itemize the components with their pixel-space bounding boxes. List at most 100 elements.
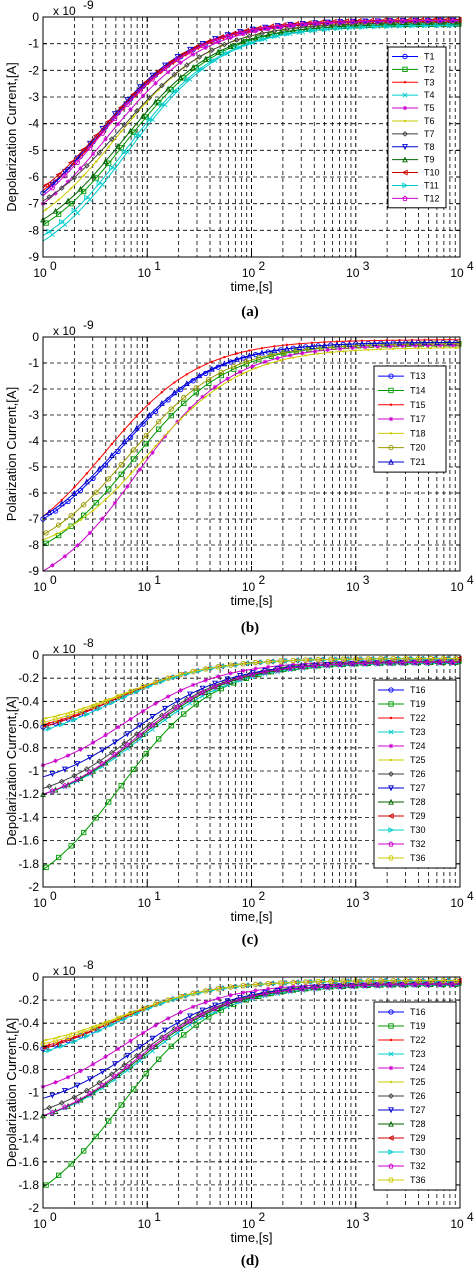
data-point-T24 bbox=[140, 708, 146, 714]
data-point-T24 bbox=[203, 678, 208, 683]
legend-label: T21 bbox=[410, 457, 426, 467]
data-point-T32 bbox=[412, 981, 418, 988]
data-point-T7 bbox=[146, 94, 153, 101]
data-point-T20 bbox=[443, 341, 450, 347]
data-point-T18 bbox=[129, 472, 132, 476]
data-point-T7 bbox=[121, 122, 128, 128]
y-tick-label: -2 bbox=[28, 382, 39, 396]
data-point-T30 bbox=[146, 683, 153, 690]
x-tick-mantissa: 10 bbox=[33, 580, 47, 594]
data-point-T5 bbox=[265, 26, 271, 32]
data-point-T17 bbox=[450, 343, 455, 348]
legend-marker bbox=[388, 416, 394, 422]
x-tick-exponent: 2 bbox=[259, 573, 266, 587]
data-point-T5 bbox=[378, 19, 383, 24]
data-point-T32 bbox=[274, 667, 281, 673]
legend-label: T26 bbox=[410, 769, 426, 779]
data-point-T27 bbox=[187, 1013, 193, 1020]
data-point-T36 bbox=[315, 979, 321, 985]
data-point-T18 bbox=[166, 431, 170, 434]
data-point-T24 bbox=[153, 1023, 158, 1028]
data-point-T17 bbox=[162, 434, 168, 439]
y-multiplier: x 10 -8 bbox=[53, 958, 94, 978]
data-point-T29 bbox=[55, 719, 62, 726]
data-point-T20 bbox=[418, 341, 425, 347]
data-point-T5 bbox=[341, 20, 346, 25]
data-point-T27 bbox=[137, 722, 143, 729]
x-axis-label: time,[s] bbox=[231, 279, 273, 294]
data-point-T21 bbox=[309, 342, 315, 349]
data-point-T11 bbox=[321, 26, 328, 33]
data-point-T29 bbox=[455, 655, 462, 662]
data-point-T11 bbox=[59, 218, 65, 225]
data-point-T27 bbox=[237, 994, 243, 1001]
data-point-T27 bbox=[149, 1035, 156, 1042]
data-point-T18 bbox=[392, 347, 395, 351]
x-tick-label: 10 3 bbox=[346, 573, 370, 594]
legend-label: T22 bbox=[410, 1035, 426, 1045]
data-point-T11 bbox=[184, 76, 191, 83]
data-point-T11 bbox=[271, 33, 278, 40]
data-point-T32 bbox=[287, 665, 293, 671]
data-point-T9 bbox=[415, 21, 422, 27]
data-point-T9 bbox=[427, 20, 434, 27]
legend-marker bbox=[388, 1065, 394, 1071]
legend-marker bbox=[388, 827, 395, 833]
data-point-T7 bbox=[58, 185, 65, 191]
data-point-T17 bbox=[362, 345, 368, 350]
data-point-T27 bbox=[99, 747, 106, 754]
data-point-T27 bbox=[86, 754, 93, 761]
y-tick-label: -1.6 bbox=[18, 1155, 39, 1169]
data-point-T24 bbox=[265, 664, 271, 670]
data-point-T30 bbox=[134, 1010, 141, 1017]
data-point-T21 bbox=[421, 339, 428, 346]
data-point-T32 bbox=[74, 776, 81, 782]
legend-marker bbox=[389, 716, 393, 720]
data-point-T5 bbox=[253, 29, 258, 34]
data-point-T18 bbox=[254, 366, 257, 370]
data-point-T19 bbox=[118, 783, 124, 789]
data-point-T18 bbox=[304, 354, 307, 357]
data-point-T32 bbox=[374, 660, 381, 666]
data-point-T36 bbox=[90, 703, 96, 710]
data-point-T21 bbox=[409, 339, 415, 346]
data-point-T36 bbox=[277, 980, 284, 986]
data-point-T15 bbox=[160, 391, 164, 394]
data-point-T32 bbox=[87, 1090, 93, 1097]
data-point-T20 bbox=[431, 341, 437, 347]
y-multiplier: x 10 -8 bbox=[53, 636, 94, 656]
data-point-T36 bbox=[177, 671, 184, 678]
data-point-T2 bbox=[143, 114, 149, 120]
data-point-T32 bbox=[362, 982, 368, 988]
data-point-T5 bbox=[153, 81, 158, 86]
y-axis-label: Polarization Current,[A] bbox=[4, 387, 19, 521]
data-point-T12 bbox=[99, 130, 106, 136]
data-point-T36 bbox=[102, 1020, 109, 1027]
data-point-T7 bbox=[259, 30, 265, 37]
data-point-T36 bbox=[202, 666, 209, 672]
data-point-T32 bbox=[299, 664, 306, 670]
legend-entry-T29: T29 bbox=[378, 1133, 426, 1143]
legend-entry-T22: T22 bbox=[378, 1035, 426, 1045]
data-point-T27 bbox=[112, 739, 118, 746]
data-point-T18 bbox=[241, 372, 245, 375]
data-point-T17 bbox=[425, 343, 430, 348]
data-point-T24 bbox=[215, 674, 221, 679]
series-line-T12 bbox=[42, 19, 460, 197]
legend-marker bbox=[387, 1135, 394, 1141]
data-point-T12 bbox=[237, 29, 243, 36]
data-point-T9 bbox=[240, 38, 247, 45]
data-point-T10 bbox=[368, 17, 375, 24]
data-point-T12 bbox=[362, 18, 368, 24]
x-tick-mantissa: 10 bbox=[346, 1217, 360, 1231]
data-point-T36 bbox=[215, 664, 221, 670]
y-tick-label: -4 bbox=[28, 434, 39, 448]
data-point-T30 bbox=[96, 1027, 103, 1034]
data-point-T12 bbox=[449, 17, 456, 24]
data-point-T26 bbox=[46, 783, 53, 790]
data-point-T10 bbox=[330, 18, 337, 25]
data-point-T32 bbox=[249, 993, 256, 1000]
legend-marker bbox=[401, 169, 408, 176]
data-point-T25 bbox=[82, 706, 85, 710]
data-point-T15 bbox=[173, 381, 176, 384]
